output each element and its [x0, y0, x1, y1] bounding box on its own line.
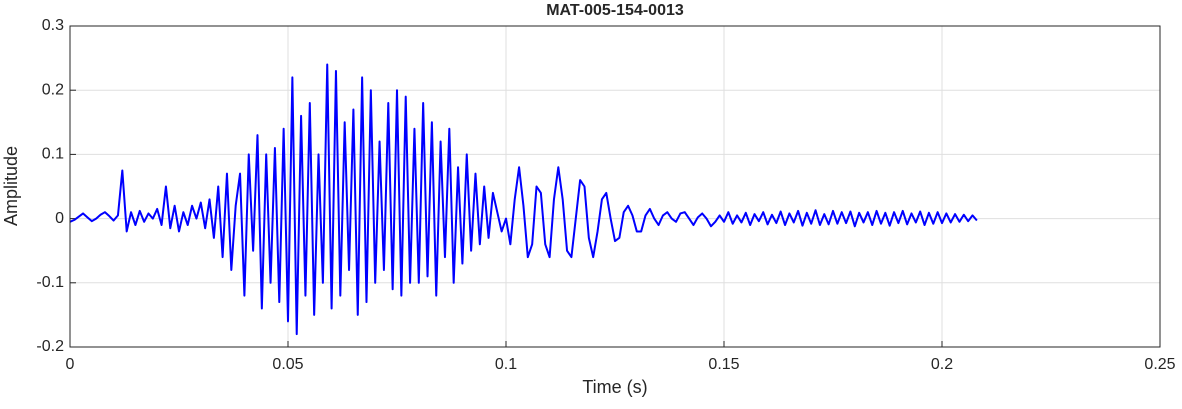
chart-title: MAT-005-154-0013 — [546, 2, 684, 19]
waveform-line — [69, 63, 978, 336]
x-axis-label: Time (s) — [582, 377, 647, 397]
axes-box — [69, 25, 1161, 348]
y-axis-label: Amplitude — [1, 146, 21, 226]
y-tick-label: -0.2 — [36, 338, 64, 355]
y-tick-label: 0.3 — [42, 17, 64, 34]
x-tick-label: 0.05 — [272, 356, 303, 373]
x-tick-label: 0.25 — [1144, 356, 1175, 373]
y-tick-label: 0.2 — [42, 81, 64, 98]
y-tick-label: 0.1 — [42, 146, 64, 163]
x-tick-label: 0.2 — [931, 356, 953, 373]
y-tick-label: 0 — [55, 210, 64, 227]
y-tick-label: -0.1 — [36, 274, 64, 291]
x-tick-label: 0 — [66, 356, 75, 373]
x-tick-label: 0.1 — [495, 356, 517, 373]
plot-area — [70, 26, 1160, 347]
x-tick-label: 0.15 — [708, 356, 739, 373]
